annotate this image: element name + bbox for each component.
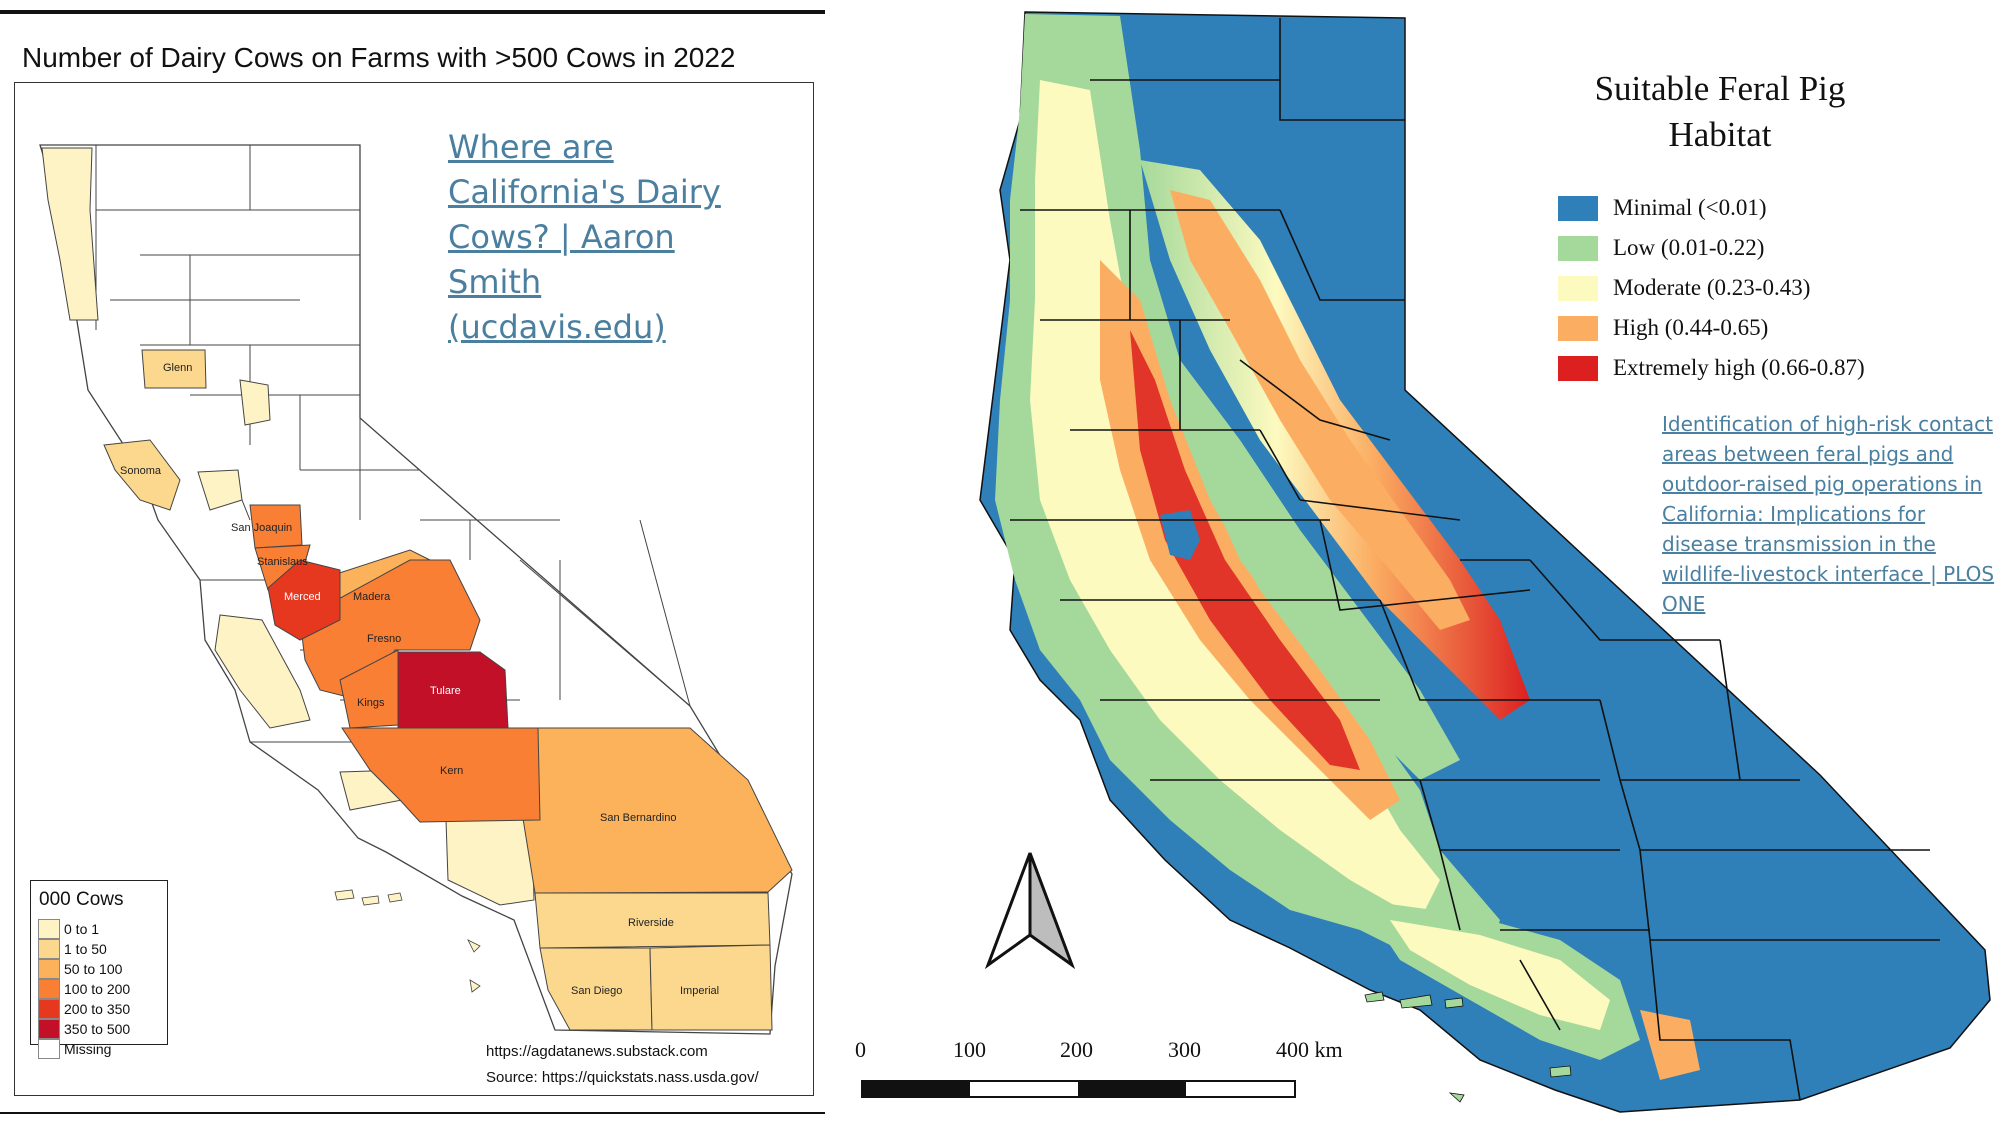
- dairy-source-link[interactable]: Where are California's Dairy Cows? | Aar…: [448, 128, 721, 346]
- habitat-legend-swatch: [1558, 195, 1598, 221]
- habitat-legend-item: Moderate (0.23-0.43): [1558, 273, 1810, 303]
- legend-swatch: [38, 979, 60, 999]
- habitat-legend-swatch: [1558, 315, 1598, 341]
- county-glenn: [141, 349, 207, 389]
- scale-label: 300: [1168, 1037, 1201, 1062]
- scale-label: 0: [855, 1037, 866, 1062]
- dairy-legend-item: 350 to 500: [38, 1019, 130, 1039]
- county-sacramento-area: [197, 469, 243, 511]
- county-del-norte-humboldt: [41, 147, 99, 321]
- habitat-channel-islands: [1364, 991, 1572, 1103]
- habitat-legend-label: Extremely high (0.66-0.87): [1613, 355, 1865, 380]
- label-madera: Madera: [353, 591, 391, 603]
- habitat-legend-label: Minimal (<0.01): [1613, 195, 1767, 220]
- label-kings: Kings: [357, 697, 385, 709]
- habitat-legend-item: High (0.44-0.65): [1558, 313, 1768, 343]
- dairy-legend-title: 000 Cows: [39, 889, 124, 910]
- coast-range-moderate: [1030, 80, 1440, 920]
- legend-swatch: [38, 999, 60, 1019]
- habitat-legend-label: Moderate (0.23-0.43): [1613, 275, 1811, 300]
- habitat-legend-swatch: [1558, 355, 1598, 381]
- dairy-legend-item: Missing: [38, 1039, 111, 1059]
- habitat-map-title: Suitable Feral Pig Habitat: [1594, 69, 1846, 154]
- habitat-legend-swatch: [1558, 275, 1598, 301]
- county-north-bay-small: [239, 379, 271, 426]
- scale-label: 100: [953, 1037, 986, 1062]
- north-arrow-icon: [984, 852, 1032, 970]
- dairy-legend-item: 1 to 50: [38, 939, 107, 959]
- legend-label: 1 to 50: [64, 941, 107, 957]
- county-kern: [341, 727, 541, 823]
- habitat-county-lines: [1010, 18, 1940, 1101]
- legend-label: 100 to 200: [64, 981, 131, 997]
- coast-range-high: [1100, 260, 1400, 820]
- legend-swatch: [38, 919, 60, 939]
- legend-label: 0 to 1: [64, 921, 100, 937]
- label-riverside: Riverside: [628, 917, 674, 929]
- label-san-diego: San Diego: [571, 985, 623, 997]
- label-imperial: Imperial: [680, 985, 720, 997]
- coast-range-habitat: [995, 14, 1500, 980]
- county-merced: [267, 559, 341, 641]
- dairy-cows-map-panel: Number of Dairy Cows on Farms with >500 …: [0, 0, 825, 1125]
- channel-islands: [334, 889, 481, 993]
- top-rule: [0, 10, 825, 14]
- label-san-bernardino: San Bernardino: [600, 812, 677, 824]
- county-imperial: [649, 944, 773, 1031]
- plos-one-source-link[interactable]: Identification of high-risk contact area…: [1662, 412, 1995, 616]
- california-county-choropleth: [39, 144, 793, 1035]
- county-san-diego: [539, 947, 653, 1031]
- north-arrow-shaded: [1028, 852, 1076, 970]
- label-sonoma: Sonoma: [120, 465, 161, 477]
- dairy-map-frame: [14, 82, 814, 1096]
- habitat-legend-swatch: [1558, 235, 1598, 261]
- scale-label: 400 km: [1276, 1037, 1343, 1062]
- habitat-legend-item: Extremely high (0.66-0.87): [1558, 353, 1865, 383]
- county-central-coast: [214, 614, 311, 729]
- sierra-foothills-high: [1170, 190, 1470, 630]
- dairy-legend-item: 0 to 1: [38, 919, 99, 939]
- southern-mountains-high: [1640, 1010, 1700, 1080]
- bottom-rule: [0, 1112, 825, 1114]
- habitat-legend-item: Minimal (<0.01): [1558, 193, 1767, 223]
- dairy-map-title: Number of Dairy Cows on Farms with >500 …: [22, 42, 736, 73]
- county-fresno: [299, 559, 481, 701]
- label-stanislaus: Stanislaus: [257, 556, 308, 568]
- scale-bar-segment: [862, 1081, 970, 1097]
- sf-bay: [1160, 510, 1200, 560]
- label-glenn: Glenn: [163, 362, 193, 374]
- central-valley-habitat: [1180, 360, 1460, 780]
- county-tulare: [397, 651, 509, 729]
- scale-label: 200: [1060, 1037, 1093, 1062]
- legend-label: 50 to 100: [64, 961, 123, 977]
- southern-mountains-moderate: [1390, 920, 1610, 1030]
- legend-label: Missing: [64, 1041, 112, 1057]
- legend-swatch: [38, 959, 60, 979]
- dairy-legend-item: 100 to 200: [38, 979, 130, 999]
- habitat-legend-label: High (0.44-0.65): [1613, 315, 1769, 340]
- source-url-usda: Source: https://quickstats.nass.usda.gov…: [486, 1069, 759, 1086]
- legend-swatch: [38, 939, 60, 959]
- legend-label: 350 to 500: [64, 1021, 131, 1037]
- label-fresno: Fresno: [367, 633, 402, 645]
- source-url-substack: https://agdatanews.substack.com: [486, 1043, 708, 1060]
- label-kern: Kern: [440, 765, 464, 777]
- label-tulare: Tulare: [430, 685, 461, 697]
- legend-swatch: [38, 1039, 60, 1059]
- dairy-legend: 000 Cows 0 to 1 1 to 50 50 to 100 100 to…: [30, 880, 168, 1059]
- habitat-legend-label: Low (0.01-0.22): [1613, 235, 1765, 260]
- dairy-legend-item: 200 to 350: [38, 999, 130, 1019]
- label-merced: Merced: [284, 591, 321, 603]
- dairy-legend-item: 50 to 100: [38, 959, 122, 979]
- legend-label: 200 to 350: [64, 1001, 131, 1017]
- legend-swatch: [38, 1019, 60, 1039]
- county-sonoma: [103, 439, 181, 511]
- scale-bar-segment: [1078, 1081, 1186, 1097]
- label-san-joaquin: San Joaquin: [231, 522, 293, 534]
- habitat-legend-item: Low (0.01-0.22): [1558, 233, 1764, 263]
